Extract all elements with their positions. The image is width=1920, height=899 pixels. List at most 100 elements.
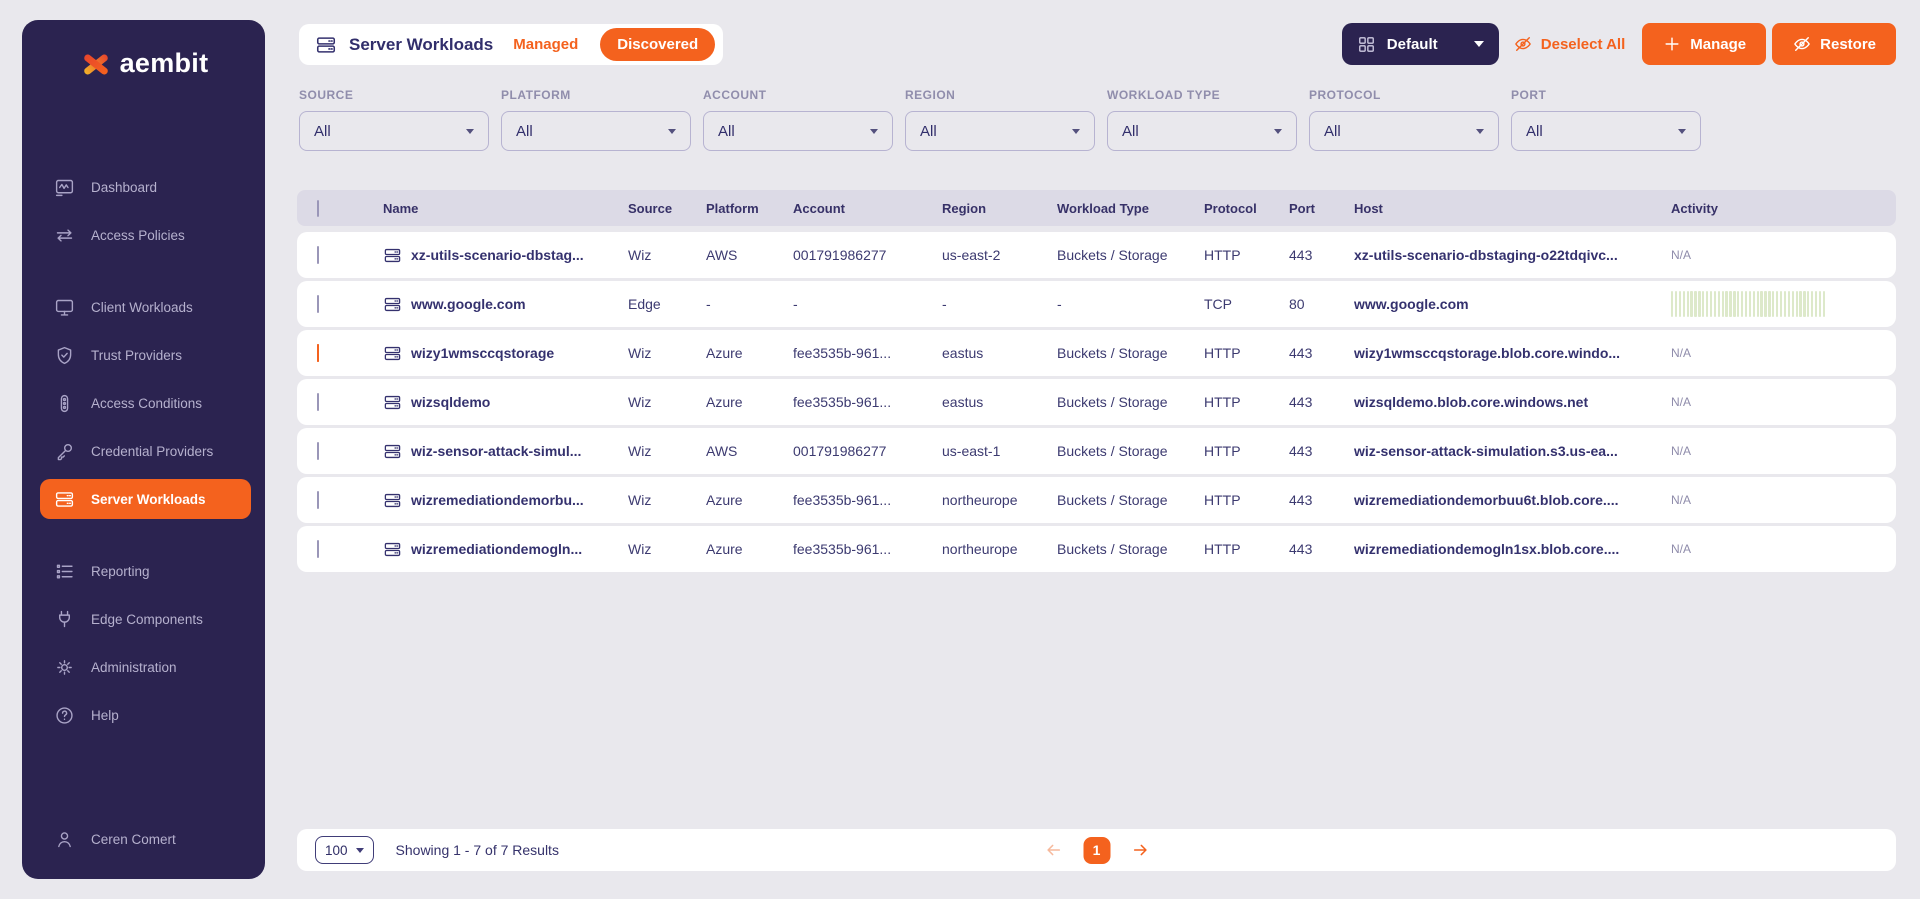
- row-checkbox[interactable]: [317, 540, 319, 558]
- sidebar-item-administration[interactable]: Administration: [40, 647, 251, 687]
- table-body: xz-utils-scenario-dbstag... Wiz AWS 0017…: [297, 232, 1896, 575]
- sidebar-item-help[interactable]: Help: [40, 695, 251, 735]
- filter-platform-select[interactable]: All: [501, 111, 691, 151]
- table-header: Name Source Platform Account Region Work…: [297, 190, 1896, 226]
- filter-bar: SOURCE All PLATFORM All ACCOUNT All REGI…: [299, 88, 1701, 151]
- server-icon: [384, 395, 401, 409]
- filter-region: REGION All: [905, 88, 1095, 151]
- sidebar-item-client-workloads[interactable]: Client Workloads: [40, 287, 251, 327]
- server-icon: [384, 493, 401, 507]
- results-summary: Showing 1 - 7 of 7 Results: [395, 842, 559, 858]
- sidebar-item-reporting[interactable]: Reporting: [40, 551, 251, 591]
- filter-region-select[interactable]: All: [905, 111, 1095, 151]
- row-checkbox[interactable]: [317, 393, 319, 411]
- sidebar-item-edge-components[interactable]: Edge Components: [40, 599, 251, 639]
- server-icon: [384, 444, 401, 458]
- activity-cell: N/A: [1671, 248, 1692, 262]
- column-header-platform: Platform: [706, 200, 759, 216]
- previous-page-icon[interactable]: [1043, 840, 1063, 860]
- column-header-activity: Activity: [1671, 200, 1718, 216]
- access-policies-icon: [56, 228, 73, 242]
- sidebar-item-trust-providers[interactable]: Trust Providers: [40, 335, 251, 375]
- row-checkbox[interactable]: [317, 295, 319, 313]
- filter-source: SOURCE All: [299, 88, 489, 151]
- filter-source-select[interactable]: All: [299, 111, 489, 151]
- filter-port: PORT All: [1511, 88, 1701, 151]
- sidebar: aembit Dashboard Access Policies Client …: [22, 20, 265, 879]
- column-header-protocol: Protocol: [1204, 200, 1257, 216]
- view-selector-value: Default: [1386, 35, 1438, 53]
- toolbar: Default Deselect All Manage Restore: [1341, 23, 1896, 65]
- chevron-down-icon: [1274, 128, 1282, 134]
- select-all-checkbox[interactable]: [317, 199, 319, 217]
- credential-providers-icon: [57, 443, 73, 460]
- filter-protocol: PROTOCOL All: [1309, 88, 1499, 151]
- user-name: Ceren Comert: [91, 831, 176, 847]
- chevron-down-icon: [1473, 41, 1484, 47]
- trust-providers-icon: [57, 346, 72, 364]
- filter-platform: PLATFORM All: [501, 88, 691, 151]
- row-checkbox[interactable]: [317, 344, 319, 362]
- access-conditions-icon: [60, 394, 69, 412]
- row-checkbox[interactable]: [317, 442, 319, 460]
- dashboard-icon: [55, 179, 74, 196]
- row-checkbox[interactable]: [317, 491, 319, 509]
- sidebar-item-server-workloads[interactable]: Server Workloads: [40, 479, 251, 519]
- server-icon: [384, 297, 401, 311]
- table-row: wizremediationdemorbu... Wiz Azure fee35…: [297, 477, 1896, 523]
- activity-cell: N/A: [1671, 444, 1692, 458]
- activity-cell: N/A: [1671, 493, 1692, 507]
- pagination-bar: 100 Showing 1 - 7 of 7 Results 1: [297, 829, 1896, 871]
- user-menu[interactable]: Ceren Comert: [40, 819, 251, 859]
- view-selector-dropdown[interactable]: Default: [1341, 23, 1499, 65]
- help-icon: [56, 706, 73, 724]
- filter-workload-type-select[interactable]: All: [1107, 111, 1297, 151]
- manage-button[interactable]: Manage: [1642, 23, 1767, 65]
- brand-x-icon: [79, 49, 113, 79]
- sidebar-item-access-conditions[interactable]: Access Conditions: [40, 383, 251, 423]
- grid-icon: [1358, 36, 1374, 52]
- pager: 1: [1043, 836, 1150, 864]
- sidebar-item-dashboard[interactable]: Dashboard: [40, 167, 251, 207]
- edge-components-icon: [58, 610, 71, 627]
- plus-icon: [1665, 37, 1679, 51]
- column-header-host: Host: [1354, 200, 1383, 216]
- sidebar-item-access-policies[interactable]: Access Policies: [40, 215, 251, 255]
- administration-icon: [57, 659, 72, 675]
- deselect-all-button[interactable]: Deselect All: [1513, 34, 1625, 54]
- page-header: Server Workloads Managed Discovered: [299, 24, 724, 65]
- table-row: wizremediationdemogln... Wiz Azure fee35…: [297, 526, 1896, 572]
- filter-port-select[interactable]: All: [1511, 111, 1701, 151]
- brand-logo: aembit: [22, 48, 265, 79]
- filter-protocol-select[interactable]: All: [1309, 111, 1499, 151]
- server-icon: [316, 36, 336, 53]
- tab-managed[interactable]: Managed: [513, 36, 579, 53]
- sidebar-nav: Dashboard Access Policies Client Workloa…: [22, 167, 265, 735]
- sidebar-item-credential-providers[interactable]: Credential Providers: [40, 431, 251, 471]
- chevron-down-icon: [1476, 128, 1484, 134]
- main-content: Server Workloads Managed Discovered Defa…: [297, 0, 1896, 899]
- column-header-name: Name: [383, 200, 419, 216]
- activity-cell: [1671, 291, 1896, 317]
- restore-button[interactable]: Restore: [1772, 23, 1896, 65]
- page-size-select[interactable]: 100: [315, 836, 374, 864]
- table-row: xz-utils-scenario-dbstag... Wiz AWS 0017…: [297, 232, 1896, 278]
- chevron-down-icon: [668, 128, 676, 134]
- table-row: www.google.com Edge - - - - TCP 80 www.g…: [297, 281, 1896, 327]
- chevron-down-icon: [1072, 128, 1080, 134]
- row-checkbox[interactable]: [317, 246, 319, 264]
- server-icon: [384, 248, 401, 262]
- next-page-icon[interactable]: [1130, 840, 1150, 860]
- column-header-workload-type: Workload Type: [1057, 200, 1149, 216]
- activity-cell: N/A: [1671, 395, 1692, 409]
- tab-discovered[interactable]: Discovered: [600, 28, 716, 61]
- page-number-button[interactable]: 1: [1083, 836, 1110, 864]
- page-title: Server Workloads: [349, 34, 494, 54]
- chevron-down-icon: [466, 128, 474, 134]
- chevron-down-icon: [870, 128, 878, 134]
- brand-name: aembit: [119, 48, 209, 78]
- column-header-region: Region: [942, 200, 987, 216]
- user-icon: [58, 831, 71, 847]
- filter-account-select[interactable]: All: [703, 111, 893, 151]
- server-icon: [384, 542, 401, 556]
